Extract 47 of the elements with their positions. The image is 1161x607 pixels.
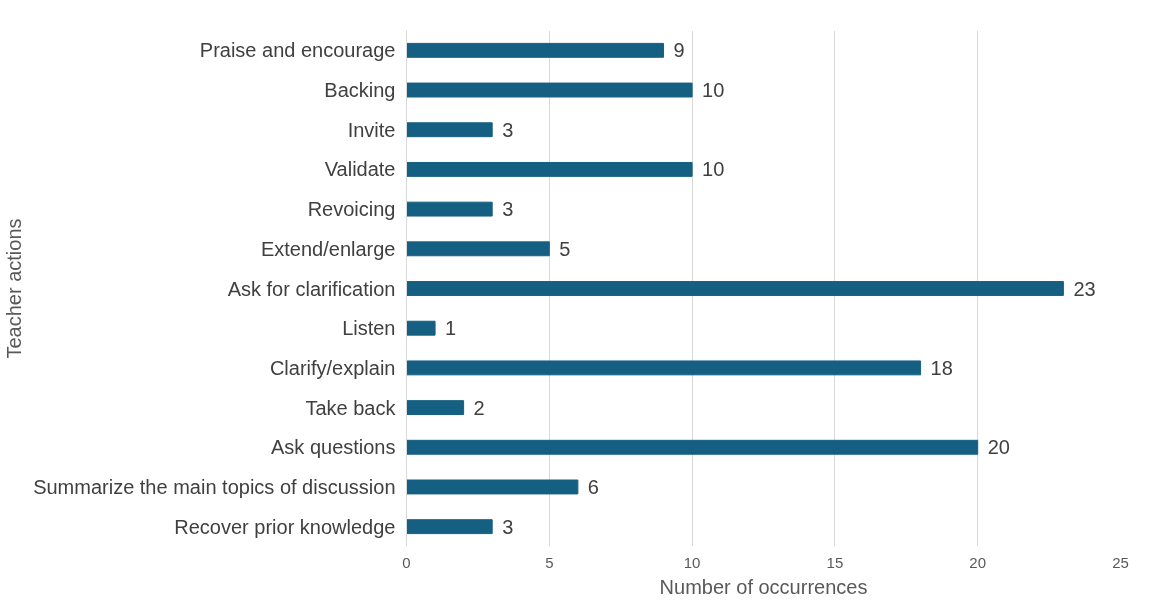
y-tick-label: Summarize the main topics of discussion bbox=[33, 475, 396, 498]
x-axis-title: Number of occurrences bbox=[659, 575, 868, 598]
data-label: 18 bbox=[930, 356, 953, 379]
x-tick-label: 5 bbox=[545, 553, 554, 571]
y-tick-label: Recover prior knowledge bbox=[174, 515, 396, 538]
y-tick-label: Praise and encourage bbox=[199, 39, 396, 62]
bar bbox=[406, 122, 493, 138]
bar bbox=[406, 439, 979, 455]
y-tick-label: Listen bbox=[342, 317, 396, 340]
data-label: 5 bbox=[559, 237, 571, 260]
y-tick-label: Validate bbox=[324, 158, 396, 181]
bar bbox=[406, 42, 665, 58]
bar bbox=[406, 400, 465, 416]
data-label: 3 bbox=[502, 515, 514, 538]
data-label: 1 bbox=[445, 317, 457, 340]
x-tick-label: 25 bbox=[1112, 553, 1129, 571]
data-label: 10 bbox=[702, 79, 725, 102]
bar bbox=[406, 519, 493, 535]
data-label: 2 bbox=[473, 396, 485, 419]
y-tick-label: Take back bbox=[305, 396, 397, 419]
bar bbox=[406, 479, 579, 495]
y-tick-label: Invite bbox=[347, 118, 396, 141]
bar bbox=[406, 281, 1064, 296]
y-tick-label: Backing bbox=[324, 79, 396, 102]
y-tick-label: Extend/enlarge bbox=[260, 237, 396, 260]
data-label: 9 bbox=[673, 39, 685, 62]
y-tick-label: Ask questions bbox=[270, 436, 396, 459]
data-label: 6 bbox=[587, 475, 599, 498]
bar bbox=[406, 201, 493, 217]
x-tick-label: 10 bbox=[683, 553, 701, 571]
y-axis-title: Teacher actions bbox=[3, 218, 26, 359]
y-tick-label: Revoicing bbox=[307, 198, 396, 221]
bar bbox=[406, 320, 436, 336]
y-tick-label: Clarify/explain bbox=[269, 356, 396, 379]
data-label: 20 bbox=[987, 436, 1010, 459]
data-label: 10 bbox=[702, 158, 725, 181]
x-tick-label: 20 bbox=[969, 553, 987, 571]
x-tick-label: 0 bbox=[402, 553, 411, 571]
bar bbox=[406, 241, 550, 257]
y-tick-label: Ask for clarification bbox=[227, 277, 396, 300]
bar bbox=[406, 82, 693, 98]
bar bbox=[406, 360, 922, 376]
data-label: 3 bbox=[502, 198, 514, 221]
data-label: 3 bbox=[502, 118, 514, 141]
data-label: 23 bbox=[1073, 277, 1096, 300]
bar bbox=[406, 161, 693, 177]
x-tick-label: 15 bbox=[826, 553, 844, 571]
